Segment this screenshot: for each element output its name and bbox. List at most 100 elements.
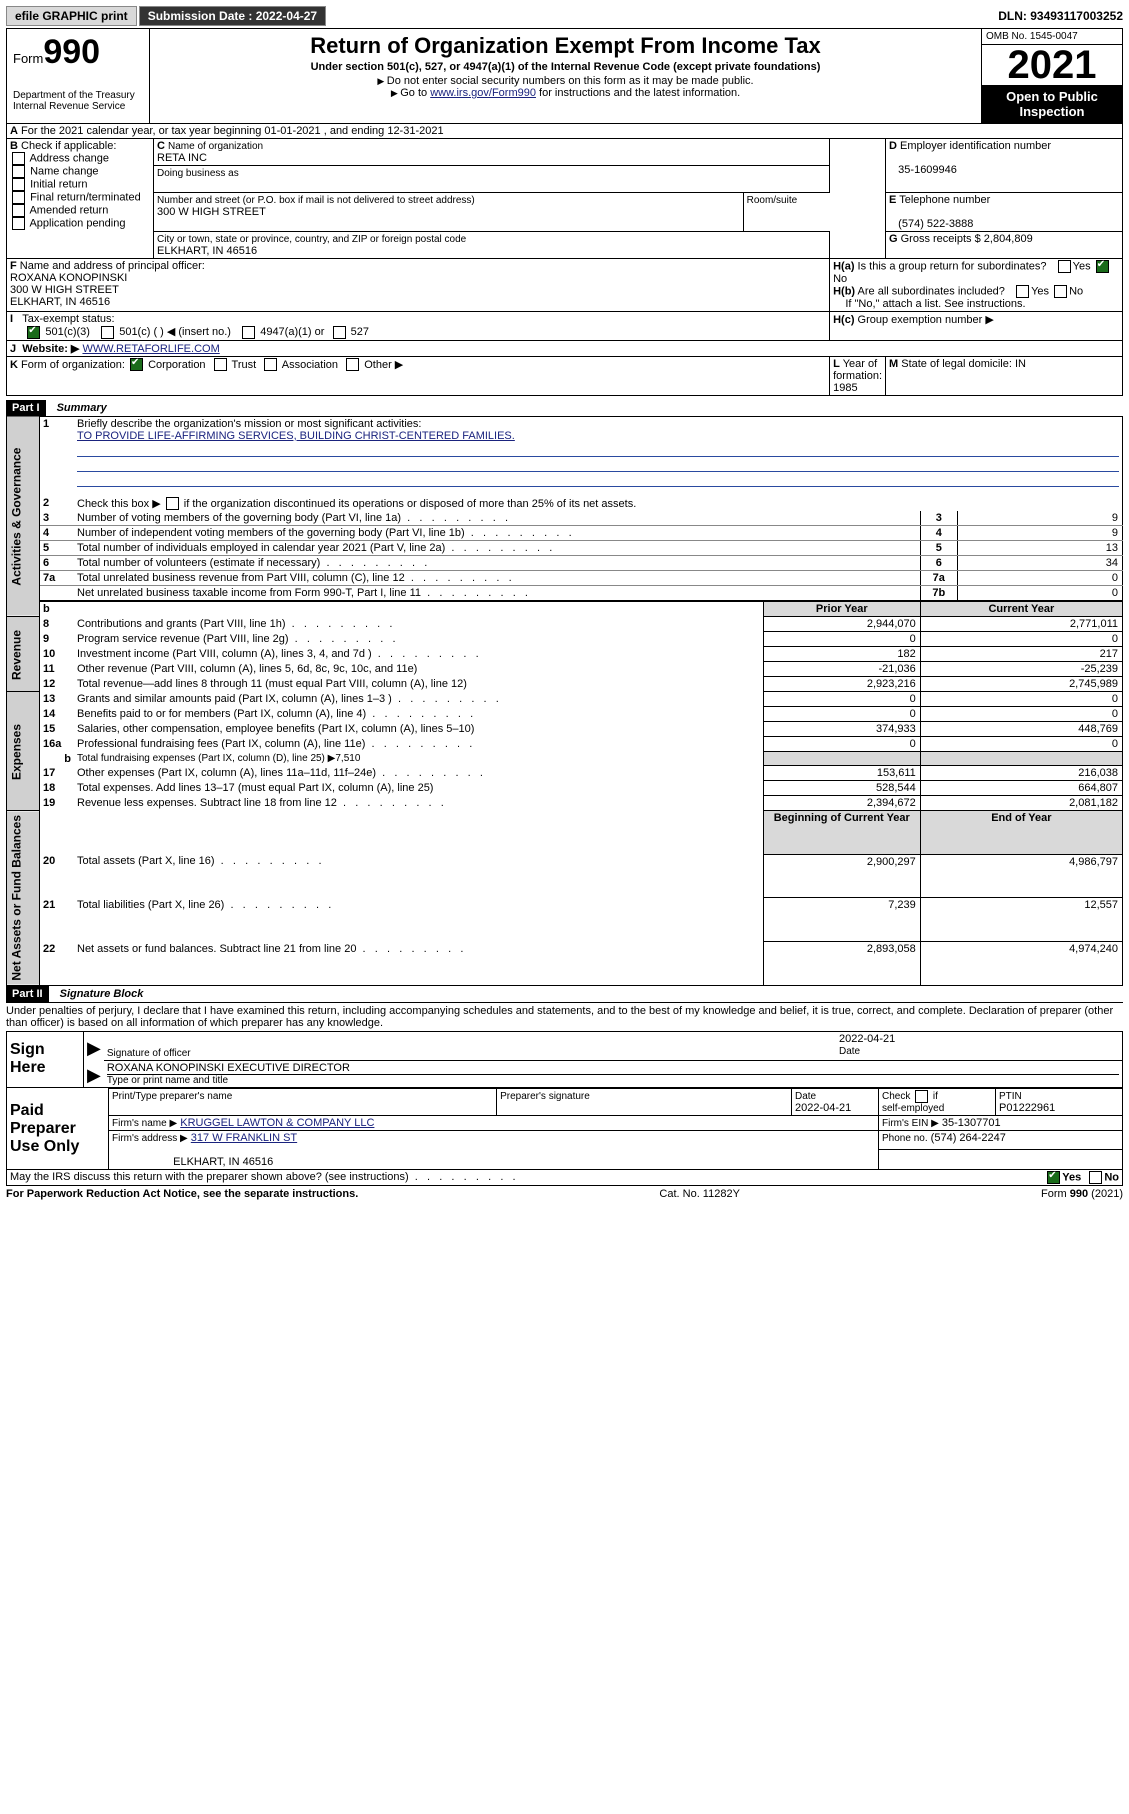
other-label: Other ▶ (364, 359, 403, 371)
4947-label: 4947(a)(1) or (260, 326, 324, 338)
discuss-no-checkbox[interactable] (1089, 1171, 1102, 1184)
q1-mission[interactable]: TO PROVIDE LIFE-AFFIRMING SERVICES, BUIL… (77, 430, 515, 442)
row9-label: Program service revenue (Part VIII, line… (74, 632, 763, 647)
pra-notice: For Paperwork Reduction Act Notice, see … (6, 1188, 358, 1200)
org-name-label: Name of organization (168, 141, 263, 152)
row7a-label: Total unrelated business revenue from Pa… (74, 571, 763, 586)
street-label: Number and street (or P.O. box if mail i… (157, 195, 475, 206)
form-subtitle: Under section 501(c), 527, or 4947(a)(1)… (158, 61, 973, 73)
527-checkbox[interactable] (333, 326, 346, 339)
website-link[interactable]: WWW.RETAFORLIFE.COM (82, 343, 219, 355)
row18-label: Total expenses. Add lines 13–17 (must eq… (74, 781, 763, 796)
row22-label: Net assets or fund balances. Subtract li… (74, 942, 763, 986)
row6-label: Total number of volunteers (estimate if … (74, 556, 763, 571)
q1-label: Briefly describe the organization's miss… (77, 418, 421, 430)
501c-checkbox[interactable] (101, 326, 114, 339)
tax-status-label: Tax-exempt status: (22, 313, 114, 325)
name-change-checkbox[interactable] (12, 165, 25, 178)
ha-yes-checkbox[interactable] (1058, 260, 1071, 273)
part-ii-title: Signature Block (60, 988, 144, 1000)
firm-ein: 35-1307701 (942, 1117, 1001, 1129)
other-checkbox[interactable] (346, 358, 359, 371)
form-org-label: Form of organization: (21, 359, 125, 371)
form-990-label: Form990 (13, 33, 143, 72)
sig-officer-label: Signature of officer (107, 1048, 191, 1059)
initial-return-checkbox[interactable] (12, 178, 25, 191)
begin-year-header: Beginning of Current Year (774, 812, 910, 824)
hb-label: Are all subordinates included? (858, 285, 1005, 297)
hb-no-checkbox[interactable] (1054, 285, 1067, 298)
check-applicable-label: Check if applicable: (21, 140, 116, 152)
row14-label: Benefits paid to or for members (Part IX… (74, 707, 763, 722)
city-value: ELKHART, IN 46516 (157, 245, 257, 257)
type-name-label: Type or print name and title (107, 1074, 1119, 1086)
ha-no-label: No (833, 273, 847, 285)
open-to-public: Open to Public Inspection (982, 85, 1122, 123)
ha-label: Is this a group return for subordinates? (858, 260, 1047, 272)
current-year-header: Current Year (988, 603, 1054, 615)
row7b-label: Net unrelated business taxable income fr… (74, 586, 763, 602)
discuss-yes-checkbox[interactable] (1047, 1171, 1060, 1184)
trust-label: Trust (232, 359, 257, 371)
row12-label: Total revenue—add lines 8 through 11 (mu… (74, 677, 763, 692)
sidebar-revenue: Revenue (7, 617, 40, 692)
final-return-label: Final return/terminated (30, 191, 141, 203)
final-return-checkbox[interactable] (12, 191, 25, 204)
irs-link[interactable]: www.irs.gov/Form990 (430, 87, 536, 99)
firm-addr2: ELKHART, IN 46516 (173, 1156, 273, 1168)
ptin-value: P01222961 (999, 1102, 1055, 1114)
ptin-label: PTIN (999, 1091, 1022, 1102)
form-footer: Form 990 (2021) (1041, 1188, 1123, 1200)
gross-label: Gross receipts $ (901, 233, 981, 245)
501c-label: 501(c) ( ) ◀ (insert no.) (119, 326, 231, 338)
form-header: Form990 Department of the Treasury Inter… (6, 28, 1123, 124)
row11-label: Other revenue (Part VIII, column (A), li… (74, 662, 763, 677)
501c3-label: 501(c)(3) (45, 326, 90, 338)
sign-here-label: Sign Here (7, 1031, 84, 1087)
ha-no-checkbox[interactable] (1096, 260, 1109, 273)
application-pending-label: Application pending (29, 217, 125, 229)
org-name: RETA INC (157, 152, 207, 164)
row15-label: Salaries, other compensation, employee b… (74, 722, 763, 737)
sidebar-expenses: Expenses (7, 692, 40, 811)
name-change-label: Name change (30, 165, 99, 177)
submission-date-button[interactable]: Submission Date : 2022-04-27 (139, 6, 326, 26)
501c3-checkbox[interactable] (27, 326, 40, 339)
discuss-no-label: No (1104, 1171, 1119, 1183)
q2-checkbox[interactable] (166, 497, 179, 510)
officer-name: ROXANA KONOPINSKI (10, 272, 127, 284)
amended-return-checkbox[interactable] (12, 204, 25, 217)
gross-value: 2,804,809 (984, 233, 1033, 245)
trust-checkbox[interactable] (214, 358, 227, 371)
sidebar-activities: Activities & Governance (7, 416, 40, 617)
hb-yes-checkbox[interactable] (1016, 285, 1029, 298)
row8-label: Contributions and grants (Part VIII, lin… (74, 617, 763, 632)
self-employed-checkbox[interactable] (915, 1090, 928, 1103)
assoc-checkbox[interactable] (264, 358, 277, 371)
prep-sig-label: Preparer's signature (500, 1091, 590, 1102)
domicile-label: State of legal domicile: (901, 358, 1012, 370)
efile-button[interactable]: efile GRAPHIC print (6, 6, 137, 26)
row8-py: 2,944,070 (763, 617, 920, 632)
hb-note: If "No," attach a list. See instructions… (845, 298, 1025, 310)
row21-label: Total liabilities (Part X, line 26) (74, 898, 763, 942)
year-formation-value: 1985 (833, 382, 857, 394)
firm-name[interactable]: KRUGGEL LAWTON & COMPANY LLC (180, 1117, 374, 1129)
part-i-title: Summary (57, 402, 107, 414)
note-ssn: Do not enter social security numbers on … (158, 75, 973, 87)
row20-label: Total assets (Part X, line 16) (74, 854, 763, 898)
firm-name-label: Firm's name ▶ (112, 1118, 177, 1129)
row6-value: 34 (957, 556, 1122, 571)
corp-checkbox[interactable] (130, 358, 143, 371)
tax-year: 2021 (982, 45, 1122, 85)
ein-value: 35-1609946 (898, 164, 957, 176)
row17-label: Other expenses (Part IX, column (A), lin… (74, 766, 763, 781)
corp-label: Corporation (148, 359, 205, 371)
discuss-yes-label: Yes (1062, 1171, 1081, 1183)
assoc-label: Association (282, 359, 338, 371)
firm-addr1[interactable]: 317 W FRANKLIN ST (191, 1132, 297, 1144)
address-change-checkbox[interactable] (12, 152, 25, 165)
application-pending-checkbox[interactable] (12, 217, 25, 230)
summary-table: Activities & Governance 1 Briefly descri… (6, 416, 1123, 986)
4947-checkbox[interactable] (242, 326, 255, 339)
